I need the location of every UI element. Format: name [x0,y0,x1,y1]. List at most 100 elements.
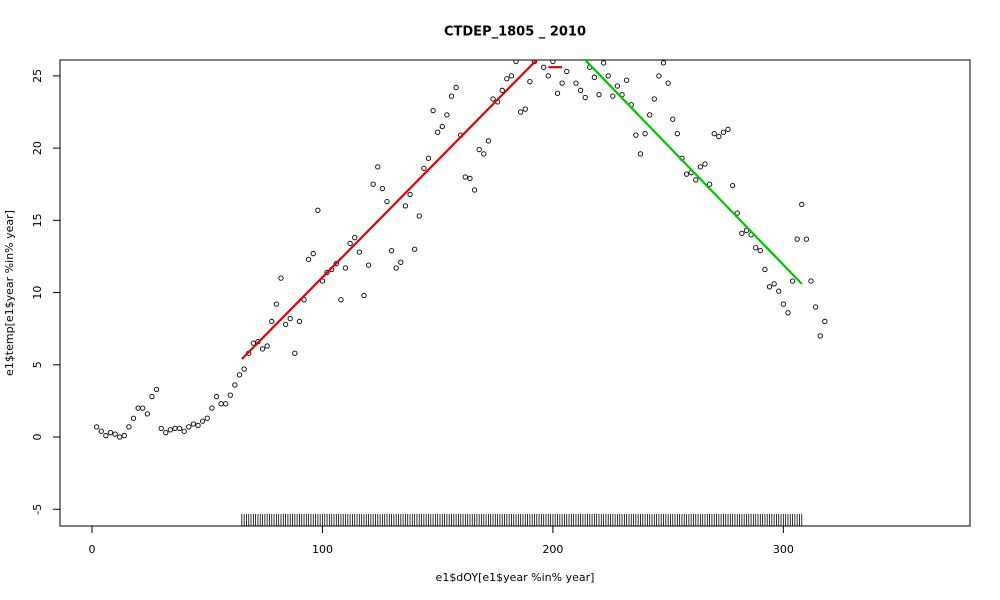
data-point [209,405,215,411]
x-tick-label: 300 [773,543,794,556]
data-point [537,52,541,56]
data-point [476,146,482,153]
data-point [388,248,395,254]
data-point [305,256,312,262]
data-point [103,432,109,439]
data-point [569,52,573,56]
data-point [757,248,763,254]
fit-line [583,60,803,285]
data-point [591,74,598,80]
data-point [398,259,404,265]
data-point [550,60,556,65]
data-point [292,350,298,356]
data-point [356,249,362,255]
data-point [144,411,150,417]
data-point [508,73,515,79]
data-point [600,60,607,66]
data-point [725,126,731,132]
data-point [522,106,528,112]
data-point [195,422,201,429]
data-point [112,431,118,437]
data-point [98,428,104,434]
data-point [223,401,229,407]
data-point [315,207,321,213]
data-point [739,230,745,236]
data-point [342,265,349,271]
data-point [610,93,616,99]
data-point [485,138,492,144]
y-tick-label: 20 [31,141,44,155]
data-point [310,250,316,257]
data-point [564,68,570,75]
plot-area [93,52,828,526]
data-point [596,92,602,98]
data-point [259,346,266,352]
data-point [384,198,390,205]
data-point [117,434,123,440]
data-point [296,318,303,325]
data-point [236,372,243,378]
data-point [577,87,584,93]
data-point [190,421,197,427]
data-point [421,165,427,171]
data-point [264,343,270,349]
data-point [140,405,146,411]
data-point [729,183,736,189]
data-point [439,123,445,130]
data-point [647,112,653,118]
data-point [490,96,496,102]
data-point [324,269,330,275]
data-point [674,131,680,137]
data-point [822,318,828,325]
data-point [287,315,293,322]
data-point [167,427,174,433]
data-point [158,425,164,432]
data-point [527,79,533,85]
data-point [250,340,256,346]
data-point [347,240,353,247]
y-tick-label: 15 [31,213,44,227]
x-tick-label: 0 [89,543,96,556]
data-point [554,90,561,96]
data-point [734,210,740,216]
data-point [241,366,247,372]
data-point [720,129,727,135]
data-point [771,281,777,287]
data-point [282,321,289,327]
data-point [683,171,690,177]
data-point [352,235,358,241]
data-point [411,246,418,252]
data-point [365,262,372,268]
data-point [582,94,588,101]
data-point [218,401,224,407]
data-point [697,164,704,170]
data-point [370,181,376,187]
data-point [799,201,805,208]
data-point [467,175,473,182]
data-point [213,393,220,400]
data-point [319,278,326,284]
data-point [702,161,708,167]
y-tick-label: 10 [31,286,44,300]
data-point [789,278,796,284]
data-point [559,80,565,86]
plot-frame [59,59,971,527]
data-point [481,151,487,157]
data-point [430,107,436,114]
data-point [812,304,819,310]
data-point [301,297,307,303]
data-point [448,93,455,99]
data-point [711,131,717,137]
data-point [444,112,450,118]
data-point [126,424,132,430]
data-point [517,109,524,115]
data-point [269,318,275,325]
data-point [172,425,178,432]
data-point [425,155,432,161]
data-point [278,275,284,281]
data-point [199,418,206,424]
data-point [130,415,137,421]
data-point [121,432,127,439]
